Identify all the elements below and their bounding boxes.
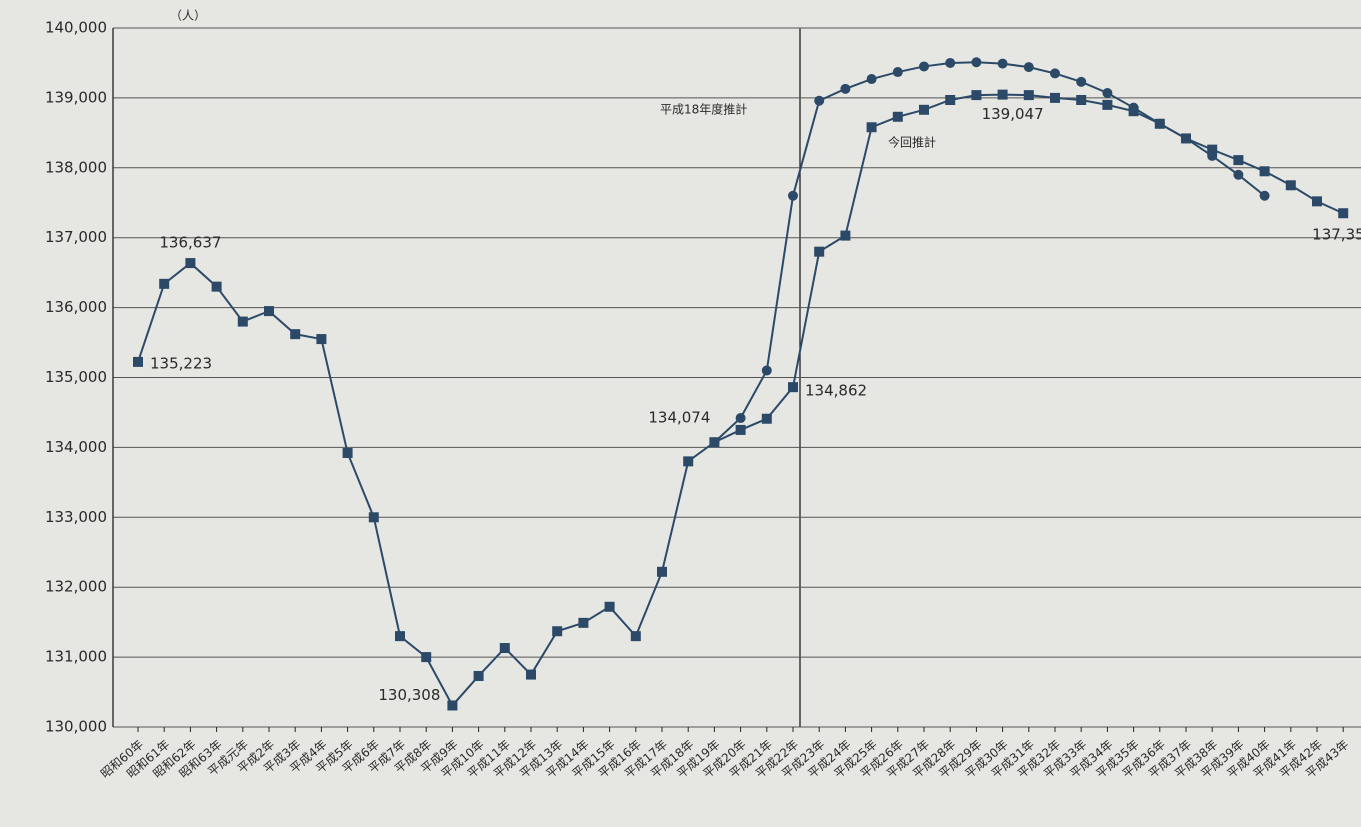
point xyxy=(630,631,641,642)
point xyxy=(237,316,248,327)
point xyxy=(997,89,1008,100)
point xyxy=(1338,208,1349,219)
y-tick-label: 131,000 xyxy=(45,648,107,666)
data-label: 130,308 xyxy=(378,686,440,704)
point xyxy=(1259,166,1270,177)
point xyxy=(552,626,563,637)
point xyxy=(1312,196,1322,207)
point xyxy=(866,122,877,133)
y-tick-label: 134,000 xyxy=(45,438,107,456)
data-label: 134,074 xyxy=(648,409,710,427)
point xyxy=(1233,155,1244,166)
y-tick-label: 135,000 xyxy=(45,368,107,386)
point xyxy=(919,61,929,72)
y-tick-label: 133,000 xyxy=(45,508,107,526)
point xyxy=(526,669,536,680)
data-label: 135,223 xyxy=(150,354,212,372)
data-label: 137,350 xyxy=(1312,226,1361,244)
point xyxy=(1076,76,1087,87)
point xyxy=(657,566,667,577)
point xyxy=(316,334,327,345)
data-label: 134,862 xyxy=(805,382,867,400)
point xyxy=(892,67,903,78)
point xyxy=(735,413,746,424)
point xyxy=(1181,133,1191,144)
series-label: 平成18年度推計 xyxy=(660,102,747,117)
point xyxy=(892,111,903,122)
point xyxy=(945,57,956,68)
point xyxy=(133,356,143,367)
point xyxy=(159,278,170,289)
point xyxy=(185,258,196,269)
point xyxy=(683,456,694,467)
point xyxy=(788,190,798,201)
point xyxy=(1050,68,1060,79)
point xyxy=(604,601,615,612)
point xyxy=(211,281,222,292)
point xyxy=(1233,169,1244,180)
point xyxy=(788,382,798,393)
point xyxy=(761,365,772,376)
y-tick-label: 130,000 xyxy=(45,718,107,736)
point xyxy=(1023,62,1034,73)
point xyxy=(421,652,432,663)
point xyxy=(1023,90,1034,101)
point xyxy=(919,104,929,115)
point xyxy=(709,437,720,448)
y-tick-label: 136,000 xyxy=(45,298,107,316)
point xyxy=(1207,150,1218,161)
point xyxy=(735,424,746,435)
point xyxy=(264,306,274,317)
point xyxy=(447,700,458,711)
point xyxy=(971,57,982,68)
point xyxy=(1207,144,1218,155)
y-tick-label: 137,000 xyxy=(45,228,107,246)
point xyxy=(1128,102,1139,113)
point xyxy=(1102,99,1113,110)
point xyxy=(578,617,589,628)
point xyxy=(1154,118,1165,129)
point xyxy=(761,413,772,424)
y-tick-label: 140,000 xyxy=(45,19,107,37)
point xyxy=(1259,190,1270,201)
point xyxy=(1285,180,1296,191)
point xyxy=(473,670,484,681)
series-label: 今回推計 xyxy=(888,135,936,150)
point xyxy=(395,631,405,642)
point xyxy=(1076,94,1087,105)
point xyxy=(499,643,510,654)
point xyxy=(290,329,301,340)
data-label: 136,637 xyxy=(159,234,221,252)
data-label: 139,047 xyxy=(982,105,1044,123)
point xyxy=(1102,88,1113,99)
y-tick-label: 132,000 xyxy=(45,578,107,596)
y-tick-label: 139,000 xyxy=(45,88,107,106)
y-tick-label: 138,000 xyxy=(45,158,107,176)
point xyxy=(814,246,825,257)
point xyxy=(840,83,851,94)
point xyxy=(368,512,379,523)
point xyxy=(997,58,1008,69)
point xyxy=(814,95,825,106)
point xyxy=(866,74,877,85)
point xyxy=(840,230,851,241)
point xyxy=(342,447,353,458)
point xyxy=(971,90,982,101)
point xyxy=(945,94,956,105)
series-line xyxy=(713,61,1266,443)
point xyxy=(1050,92,1060,103)
y-axis-unit: （人） xyxy=(170,9,206,23)
